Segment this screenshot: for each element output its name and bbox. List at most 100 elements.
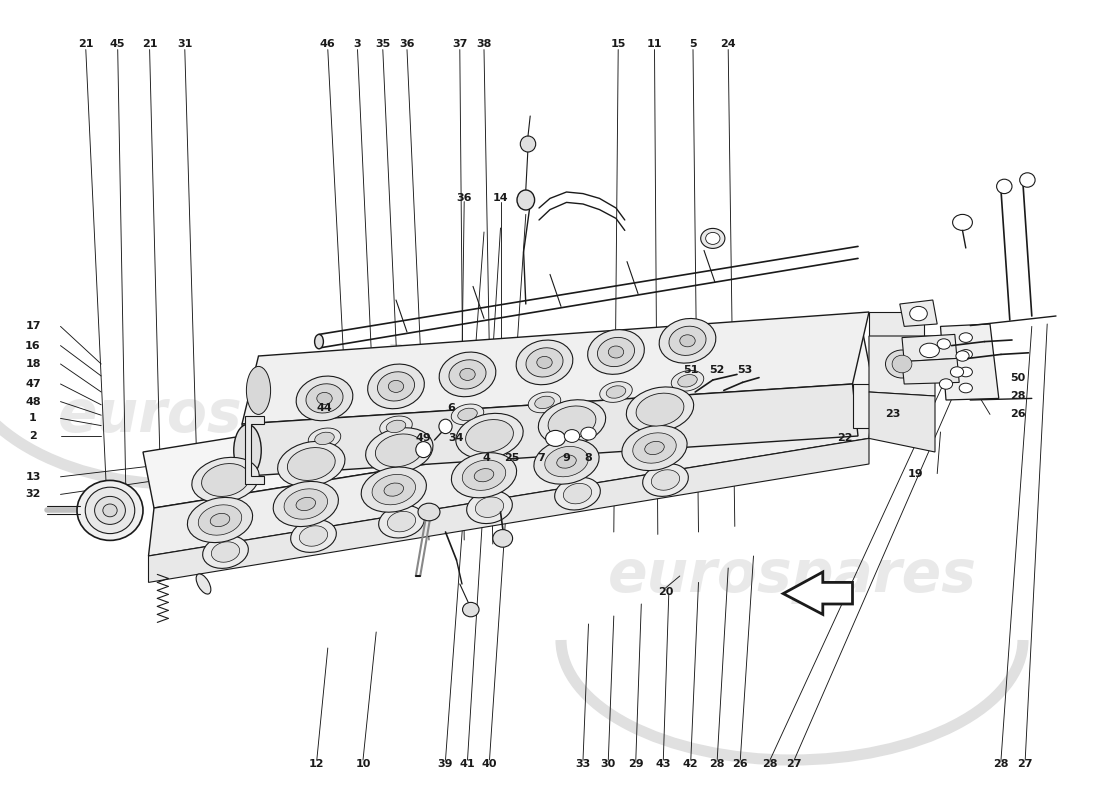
Ellipse shape	[196, 574, 211, 594]
Text: 31: 31	[177, 39, 192, 49]
Text: 36: 36	[456, 194, 472, 203]
Ellipse shape	[455, 414, 524, 458]
Polygon shape	[783, 572, 852, 614]
Polygon shape	[900, 300, 937, 326]
Ellipse shape	[451, 404, 484, 425]
Ellipse shape	[361, 467, 427, 512]
Text: 25: 25	[504, 453, 519, 462]
Ellipse shape	[538, 400, 606, 445]
Text: 26: 26	[1010, 410, 1025, 419]
Ellipse shape	[548, 406, 596, 439]
Ellipse shape	[642, 464, 689, 496]
Ellipse shape	[516, 340, 573, 385]
Ellipse shape	[1020, 173, 1035, 187]
Ellipse shape	[378, 506, 425, 538]
Ellipse shape	[273, 482, 339, 526]
Ellipse shape	[306, 384, 343, 413]
Ellipse shape	[474, 469, 494, 482]
Text: 10: 10	[355, 759, 371, 769]
Text: 13: 13	[25, 472, 41, 482]
Text: 22: 22	[837, 433, 852, 442]
Ellipse shape	[886, 350, 918, 378]
Ellipse shape	[416, 442, 431, 458]
Text: 39: 39	[438, 759, 453, 769]
Ellipse shape	[86, 487, 134, 534]
Ellipse shape	[564, 430, 580, 442]
Text: 44: 44	[317, 403, 332, 413]
Text: 50: 50	[1010, 373, 1025, 382]
Ellipse shape	[315, 334, 323, 349]
Ellipse shape	[95, 496, 125, 525]
Text: 38: 38	[476, 39, 492, 49]
Ellipse shape	[554, 478, 601, 510]
Polygon shape	[869, 336, 935, 396]
Text: 27: 27	[786, 759, 802, 769]
Text: 16: 16	[25, 341, 41, 350]
Text: 7: 7	[537, 453, 546, 462]
Ellipse shape	[466, 491, 513, 523]
Text: 2: 2	[29, 431, 37, 441]
Ellipse shape	[645, 442, 664, 454]
Ellipse shape	[372, 474, 416, 505]
Text: 41: 41	[460, 759, 475, 769]
Polygon shape	[242, 384, 858, 476]
Text: 29: 29	[628, 759, 643, 769]
Polygon shape	[143, 336, 874, 508]
Text: 6: 6	[447, 403, 455, 413]
Ellipse shape	[191, 458, 260, 502]
Ellipse shape	[77, 480, 143, 541]
Ellipse shape	[669, 326, 706, 355]
Ellipse shape	[317, 392, 332, 404]
Ellipse shape	[528, 392, 561, 413]
Text: 47: 47	[25, 379, 41, 389]
Ellipse shape	[535, 396, 554, 409]
Ellipse shape	[608, 346, 624, 358]
Ellipse shape	[563, 483, 592, 504]
Text: 32: 32	[25, 490, 41, 499]
Text: 12: 12	[309, 759, 324, 769]
Polygon shape	[940, 324, 999, 400]
Ellipse shape	[544, 446, 588, 477]
Text: 8: 8	[584, 453, 593, 462]
Ellipse shape	[493, 530, 513, 547]
Ellipse shape	[201, 463, 250, 497]
Ellipse shape	[451, 453, 517, 498]
Polygon shape	[148, 438, 869, 582]
Text: 3: 3	[354, 39, 361, 49]
Text: 21: 21	[78, 39, 94, 49]
Text: 46: 46	[320, 39, 336, 49]
Text: 27: 27	[1018, 759, 1033, 769]
Polygon shape	[852, 384, 902, 428]
Polygon shape	[869, 312, 924, 360]
Ellipse shape	[211, 542, 240, 562]
Ellipse shape	[546, 430, 565, 446]
Polygon shape	[242, 312, 869, 424]
Text: 24: 24	[720, 39, 736, 49]
Ellipse shape	[587, 330, 645, 374]
Text: 40: 40	[482, 759, 497, 769]
Ellipse shape	[671, 370, 704, 391]
Text: 9: 9	[562, 453, 571, 462]
Polygon shape	[902, 334, 957, 362]
Ellipse shape	[534, 439, 600, 484]
Text: 28: 28	[1010, 391, 1025, 401]
Text: 36: 36	[399, 39, 415, 49]
Text: 11: 11	[647, 39, 662, 49]
Text: 26: 26	[733, 759, 748, 769]
Text: 1: 1	[29, 414, 37, 423]
Ellipse shape	[475, 497, 504, 518]
Ellipse shape	[462, 460, 506, 490]
Ellipse shape	[384, 483, 404, 496]
Ellipse shape	[202, 536, 249, 568]
Text: 19: 19	[908, 469, 923, 478]
Ellipse shape	[460, 368, 475, 381]
Polygon shape	[902, 358, 959, 384]
Text: 53: 53	[737, 365, 752, 374]
Text: 37: 37	[452, 39, 468, 49]
Text: 48: 48	[25, 397, 41, 406]
Ellipse shape	[379, 416, 412, 437]
Ellipse shape	[626, 387, 694, 432]
Text: 49: 49	[416, 434, 431, 443]
Ellipse shape	[308, 428, 341, 449]
Text: 33: 33	[575, 759, 591, 769]
